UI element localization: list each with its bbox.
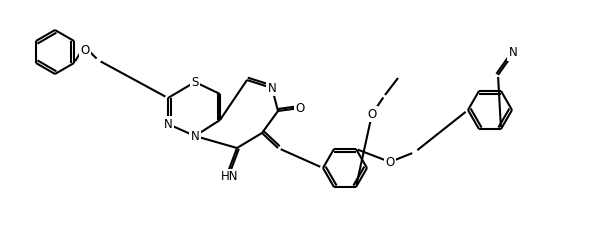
Text: N: N (509, 47, 518, 59)
Text: N: N (164, 117, 173, 131)
Text: O: O (367, 107, 377, 121)
Text: N: N (190, 129, 199, 143)
Text: O: O (296, 102, 304, 114)
Text: O: O (81, 44, 90, 56)
Text: N: N (267, 81, 276, 95)
Text: O: O (386, 156, 395, 168)
Text: HN: HN (221, 171, 239, 183)
Text: S: S (191, 76, 199, 88)
